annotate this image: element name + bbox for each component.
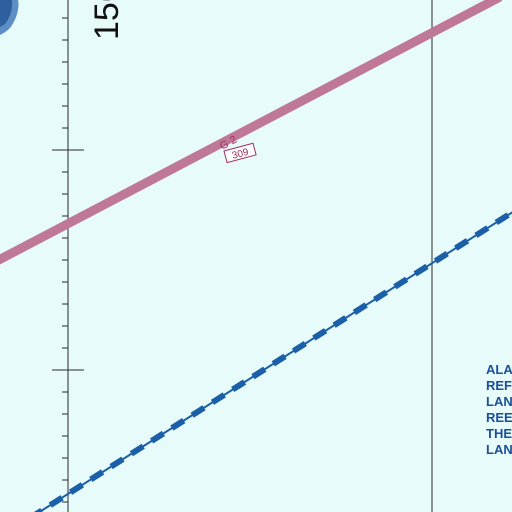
airway-course-box: 309 — [223, 142, 257, 164]
area-note-line-5: THE — [486, 426, 512, 441]
area-note: ALA REF LAN REE THE LAN — [486, 362, 512, 457]
boundary-line-dashed[interactable] — [30, 208, 512, 512]
airway-course-label: 309 — [231, 147, 250, 162]
area-note-line-4: REE — [486, 410, 512, 425]
land-patch-shadow — [0, 0, 13, 27]
area-note-line-2: REF — [486, 378, 512, 393]
area-note-line-1: ALA — [486, 362, 512, 377]
area-note-line-6: LAN — [486, 442, 512, 457]
boundary-line-base — [37, 211, 512, 512]
meridian-ticks — [52, 17, 84, 503]
area-note-line-3: LAN — [486, 394, 512, 409]
longitude-label: 156 — [88, 0, 126, 40]
airway-g2-line[interactable] — [0, 0, 503, 265]
